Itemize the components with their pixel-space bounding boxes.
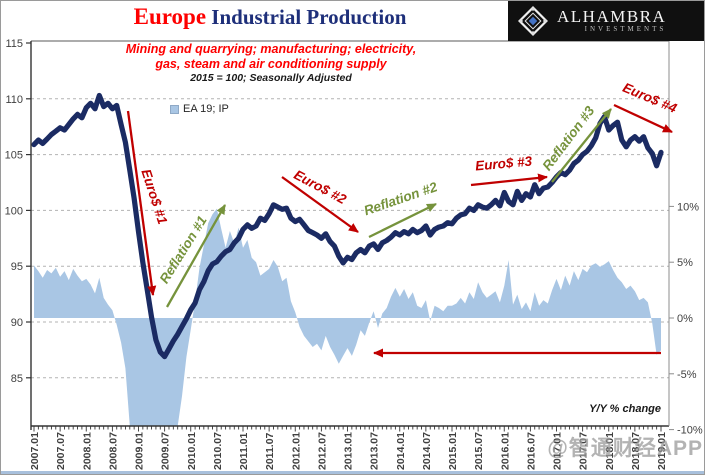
subtitle-line-3: 2015 = 100; Seasonally Adjusted xyxy=(190,72,352,84)
right-tick-label--5: -5% xyxy=(677,369,697,381)
x-tick-label-2013.01: 2013.01 xyxy=(343,432,355,470)
subtitle-line-2: gas, steam and air conditioning supply xyxy=(155,57,387,71)
annotation-arrow-reflation-3 xyxy=(551,108,612,183)
title-rest: Industrial Production xyxy=(206,5,407,29)
x-tick-label-2017.01: 2017.01 xyxy=(552,432,564,470)
x-tick-label-2014.01: 2014.01 xyxy=(395,432,407,470)
left-tick-label-105: 105 xyxy=(5,150,23,162)
yoy-area-series xyxy=(34,208,661,426)
alhambra-logo: ALHAMBRA INVESTMENTS xyxy=(508,1,704,41)
legend-swatch xyxy=(170,104,179,114)
x-tick-label-2016.01: 2016.01 xyxy=(499,432,511,470)
annotation-text-euro-s-3: Euro$ #3 xyxy=(475,154,534,174)
annotation-arrow-euro-s-2 xyxy=(281,176,359,233)
left-tick-label-95: 95 xyxy=(11,261,23,273)
x-tick-label-2016.07: 2016.07 xyxy=(525,432,537,470)
subtitle-line-1: Mining and quarrying; manufacturing; ele… xyxy=(125,42,417,56)
logo-subtitle: INVESTMENTS xyxy=(584,25,667,33)
x-tick-label-2017.07: 2017.07 xyxy=(578,432,590,470)
diamond-icon xyxy=(518,6,548,36)
right-tick-label--10: -10% xyxy=(677,425,703,437)
right-axis-title: Y/Y % change xyxy=(589,403,661,415)
right-tick-label-0: 0% xyxy=(677,313,693,325)
annotation-arrow-reflation-1 xyxy=(166,204,226,308)
left-tick-label-115: 115 xyxy=(5,38,23,50)
x-tick-label-2007.01: 2007.01 xyxy=(29,432,41,470)
x-tick-label-2011.07: 2011.07 xyxy=(264,432,276,470)
right-tick-label-5: 5% xyxy=(677,257,693,269)
x-tick-label-2008.07: 2008.07 xyxy=(107,432,119,470)
page-title: Europe Industrial Production xyxy=(29,4,511,30)
annotation-text-euro-s-4: Euro$ #4 xyxy=(621,80,680,116)
x-tick-label-2007.07: 2007.07 xyxy=(55,432,67,470)
logo-name: ALHAMBRA xyxy=(557,7,667,26)
x-tick-label-2015.01: 2015.01 xyxy=(447,432,459,470)
watermark: @智通财经APP xyxy=(547,437,703,460)
left-tick-label-85: 85 xyxy=(11,373,23,385)
left-tick-label-100: 100 xyxy=(5,205,23,217)
legend-label: EA 19; IP xyxy=(183,103,229,115)
left-tick-label-110: 110 xyxy=(5,94,23,106)
annotation-text-euro-s-2: Euro$ #2 xyxy=(291,167,349,207)
x-tick-label-2014.07: 2014.07 xyxy=(421,432,433,470)
x-tick-label-2018.07: 2018.07 xyxy=(630,432,642,470)
annotation-arrow-euro-s-1 xyxy=(126,110,157,296)
left-tick-label-90: 90 xyxy=(11,317,23,329)
legend: EA 19; IP xyxy=(170,103,229,115)
x-tick-label-2009.07: 2009.07 xyxy=(160,432,172,470)
x-tick-label-2012.01: 2012.01 xyxy=(290,432,302,470)
x-tick-label-2018.01: 2018.01 xyxy=(604,432,616,470)
annotation-arrow-euro-s-4 xyxy=(613,103,673,134)
x-tick-label-2010.07: 2010.07 xyxy=(212,432,224,470)
logo-text: ALHAMBRA INVESTMENTS xyxy=(557,8,666,34)
title-highlight: Europe xyxy=(133,4,207,29)
annotation-arrow-reflation-2 xyxy=(368,202,437,239)
x-tick-label-2009.01: 2009.01 xyxy=(134,432,146,470)
x-tick-label-2012.07: 2012.07 xyxy=(316,432,328,470)
annotation-text-reflation-2: Reflation #2 xyxy=(362,179,440,218)
x-tick-label-2015.07: 2015.07 xyxy=(473,432,485,470)
bottom-divider xyxy=(1,471,704,474)
x-tick-label-2008.01: 2008.01 xyxy=(81,432,93,470)
annotation-arrow-euro-s-3 xyxy=(470,173,548,187)
x-tick-label-2011.01: 2011.01 xyxy=(238,432,250,470)
x-tick-label-2019.01: 2019.01 xyxy=(656,432,668,470)
x-tick-label-2010.01: 2010.01 xyxy=(186,432,198,470)
right-tick-label-10: 10% xyxy=(677,201,699,213)
x-tick-label-2013.07: 2013.07 xyxy=(369,432,381,470)
